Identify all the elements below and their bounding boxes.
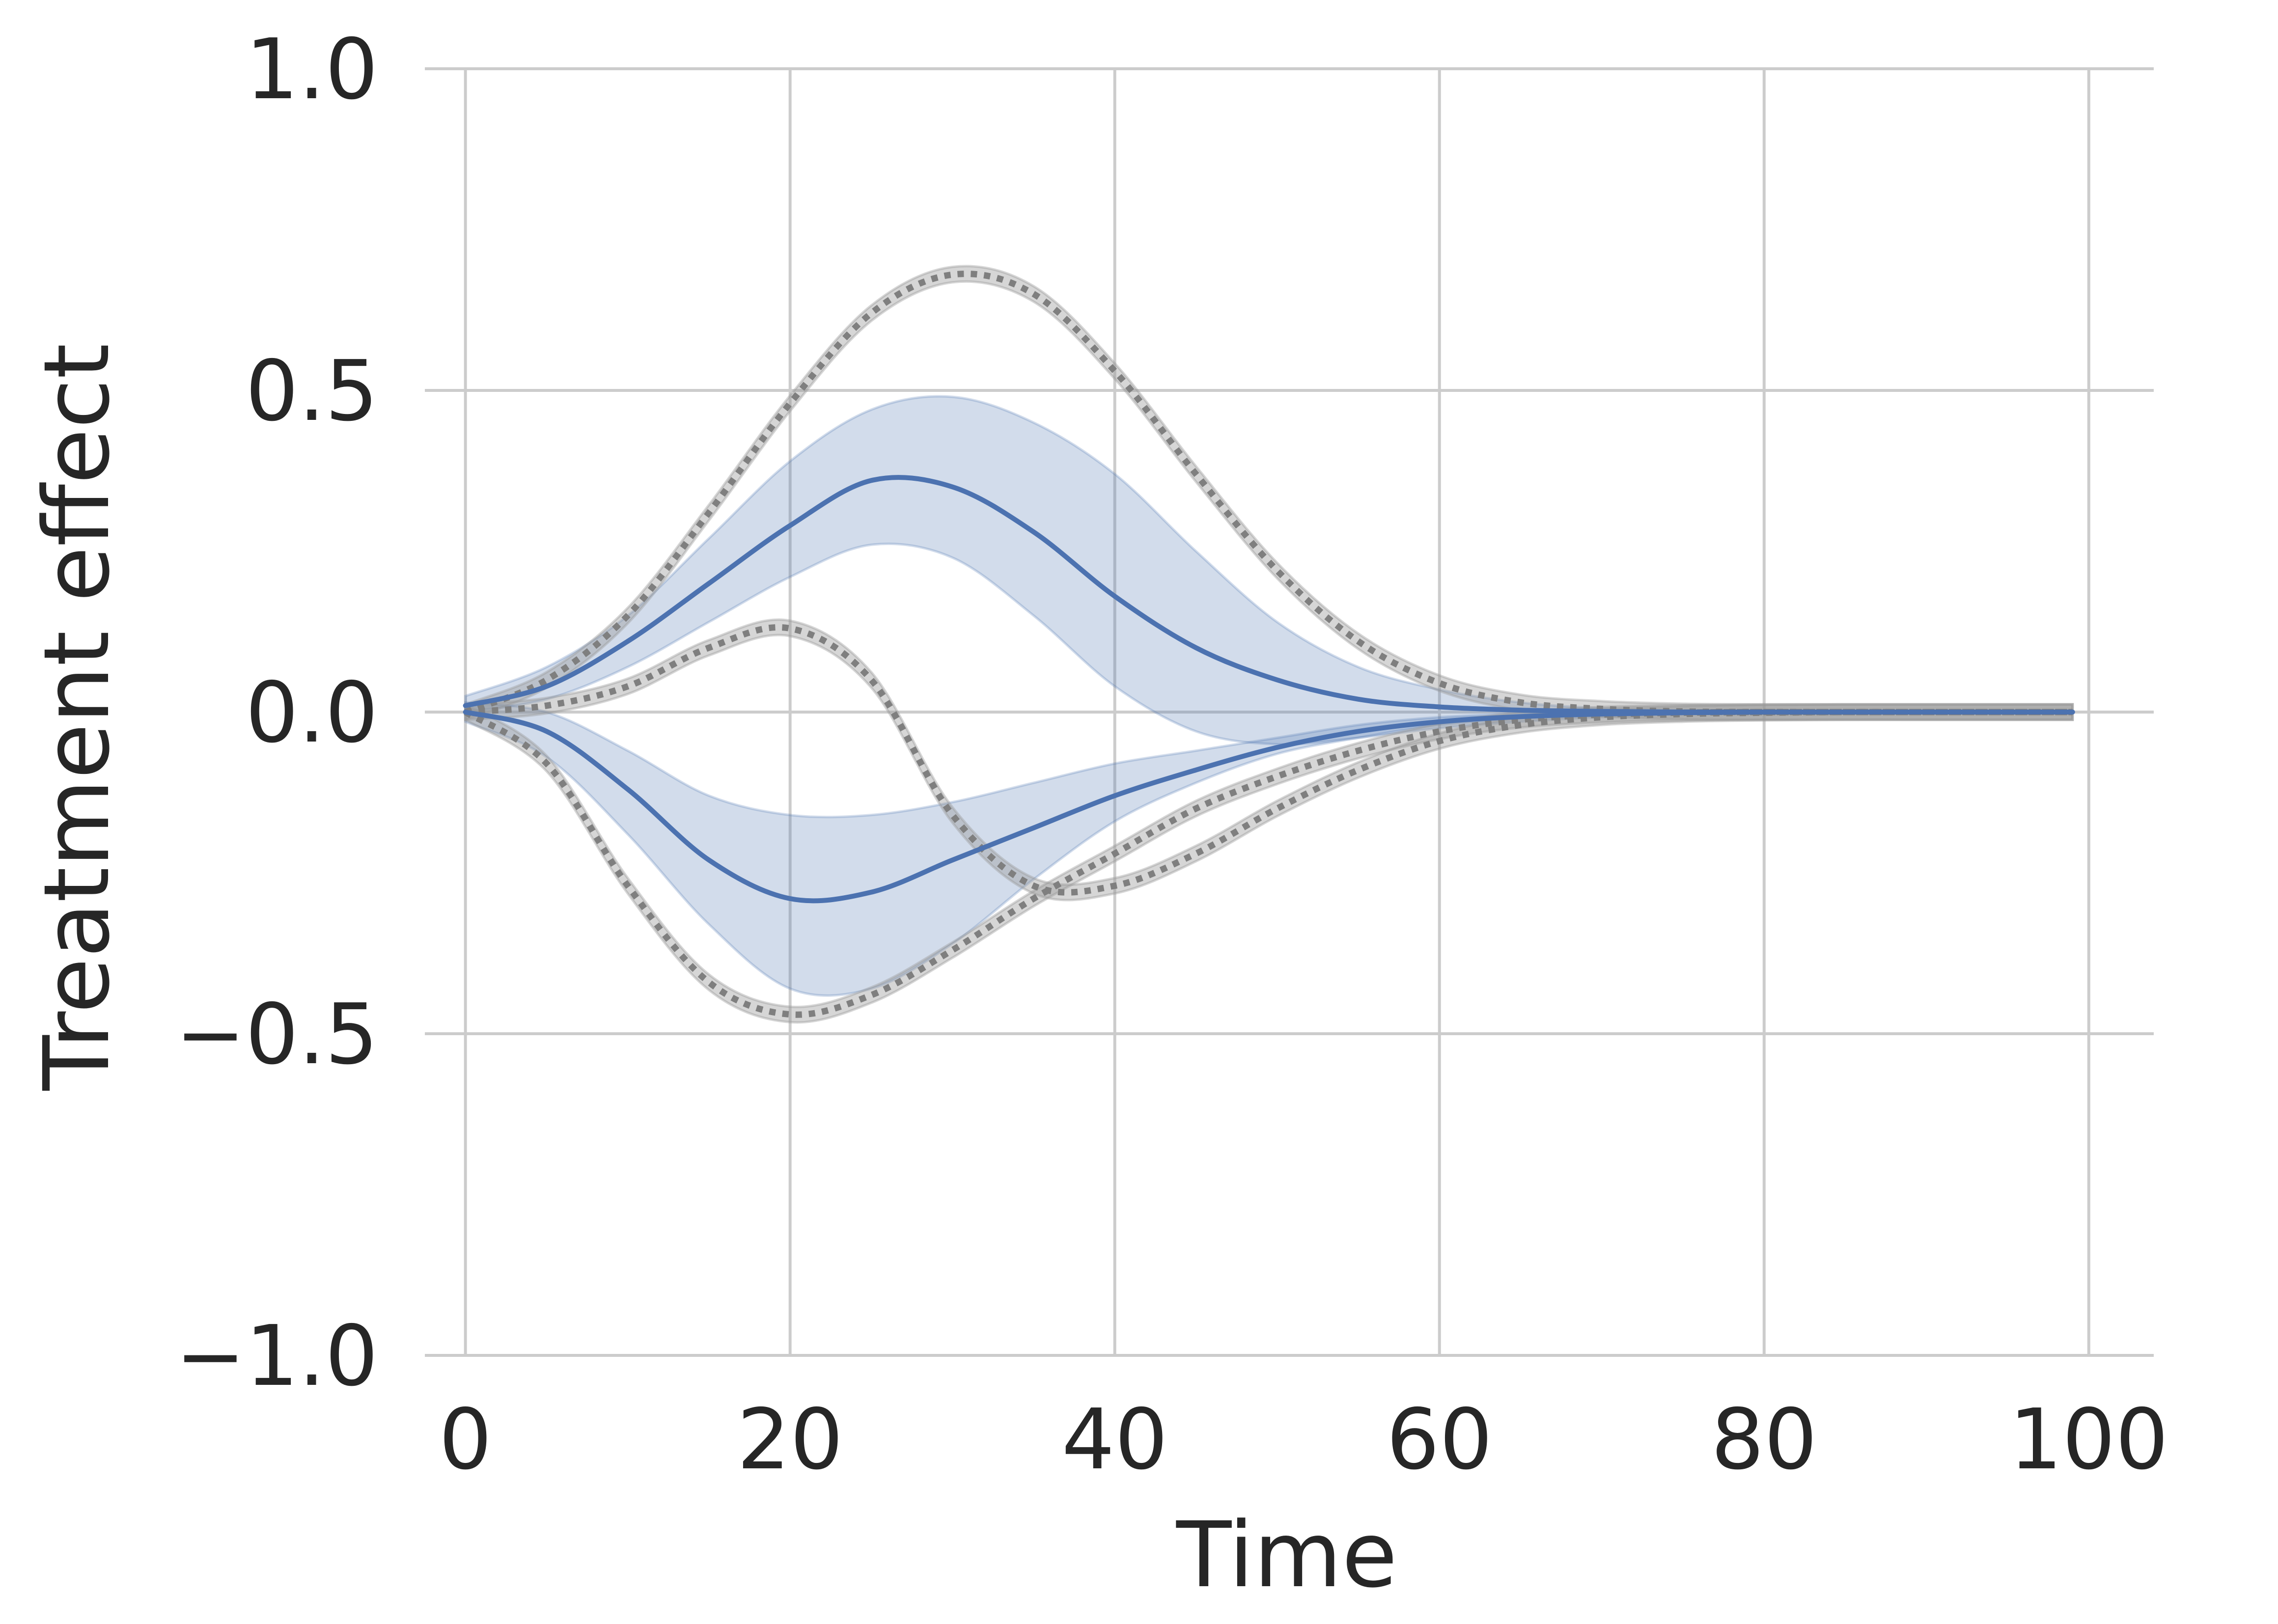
y-tick-label: 0.5: [246, 343, 378, 440]
x-tick-label: 40: [1062, 1391, 1168, 1488]
true-effect-band: [464, 618, 2074, 902]
x-axis-label: Time: [1176, 1503, 1397, 1608]
y-tick-label: 1.0: [246, 21, 378, 118]
x-tick-label: 60: [1387, 1391, 1493, 1488]
true-effect-band: [464, 702, 2074, 1024]
y-tick-label: −1.0: [175, 1308, 378, 1405]
predicted-confidence-band: [464, 701, 2073, 997]
y-tick-label: 0.0: [246, 664, 378, 762]
y-tick-label: −0.5: [175, 986, 378, 1083]
true-effect-band: [464, 265, 2074, 722]
x-tick-label: 80: [1711, 1391, 1817, 1488]
series-lines: [463, 271, 2075, 1018]
predicted-effect-line: [463, 709, 2075, 904]
x-tick-label: 0: [439, 1391, 492, 1488]
x-tick-labels: 0 20 40 60 80 100: [439, 1391, 2168, 1488]
x-tick-label: 20: [737, 1391, 843, 1488]
y-axis-label: Treatment effect: [25, 343, 130, 1091]
confidence-bands: [464, 265, 2074, 1024]
x-tick-label: 100: [2009, 1391, 2168, 1488]
y-tick-labels: −1.0 −0.5 0.0 0.5 1.0: [175, 21, 378, 1405]
